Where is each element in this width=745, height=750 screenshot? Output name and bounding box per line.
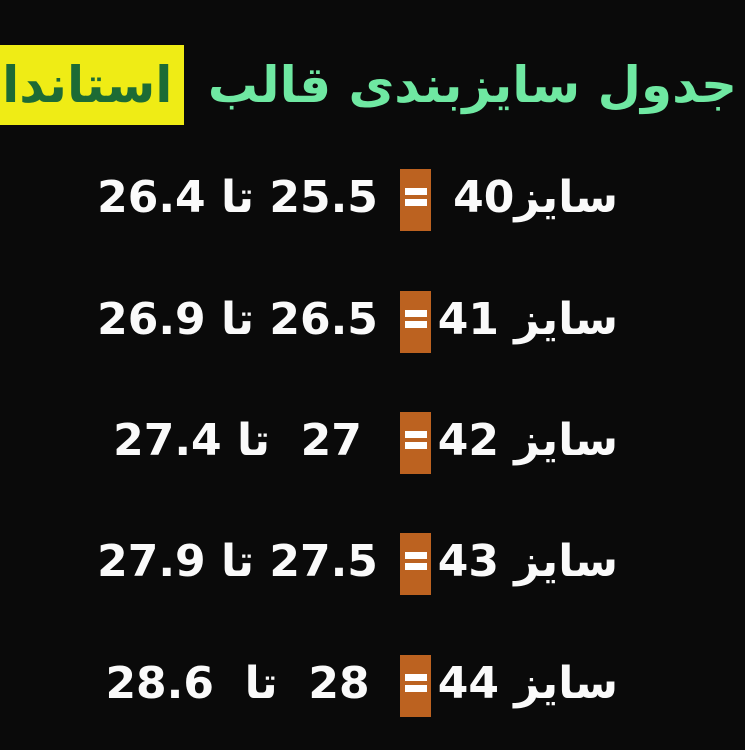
size-row-41: 26.5 تا 26.9 سایز 41 xyxy=(0,275,745,365)
page-title: جدول سایزبندی قالب استاندارد xyxy=(0,40,737,130)
size-label: سایز 42 xyxy=(437,415,618,466)
title-highlighted-word: استاندارد xyxy=(0,45,185,125)
size-label: سایز40 xyxy=(453,172,618,223)
size-row-44: 28 تا 28.6 سایز 44 xyxy=(0,639,745,729)
size-label: سایز 44 xyxy=(437,658,618,709)
size-row-42: 27 تا 27.4 سایز 42 xyxy=(0,396,745,486)
equals-bar xyxy=(404,562,427,570)
equals-bar xyxy=(404,684,427,692)
equals-bar xyxy=(404,309,427,317)
equals-bar xyxy=(404,441,427,449)
equals-icon xyxy=(400,291,431,353)
equals-bar xyxy=(404,430,427,438)
range-value: 27.5 تا 27.9 xyxy=(97,536,378,587)
equals-bar xyxy=(404,198,427,206)
equals-icon xyxy=(400,533,431,595)
equals-bar xyxy=(404,673,427,681)
range-value: 26.5 تا 26.9 xyxy=(97,294,378,345)
range-value: 28 تا 28.6 xyxy=(105,658,370,709)
size-label: سایز 43 xyxy=(437,536,618,587)
title-text: جدول سایزبندی قالب xyxy=(207,56,737,114)
equals-icon xyxy=(400,169,431,231)
equals-bar xyxy=(404,187,427,195)
size-row-43: 27.5 تا 27.9 سایز 43 xyxy=(0,517,745,607)
equals-bar xyxy=(404,551,427,559)
equals-bar xyxy=(404,320,427,328)
size-label: سایز 41 xyxy=(437,294,618,345)
size-row-40: 25.5 تا 26.4 سایز40 xyxy=(0,153,745,243)
equals-icon xyxy=(400,412,431,474)
range-value: 27 تا 27.4 xyxy=(113,415,362,466)
range-value: 25.5 تا 26.4 xyxy=(97,172,378,223)
equals-icon xyxy=(400,655,431,717)
